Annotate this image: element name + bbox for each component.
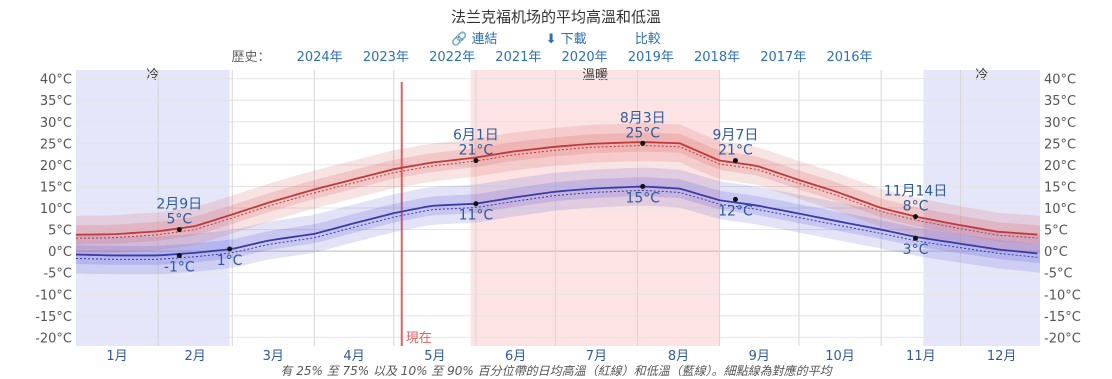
- annotation-value-label: 12°C: [718, 203, 753, 219]
- y-tick-label-right: -15°C: [1044, 310, 1081, 325]
- annotation-value-label: 25°C: [625, 125, 660, 141]
- y-tick-label-right: -10°C: [1044, 288, 1081, 303]
- annotation-value-label: 5°C: [166, 212, 192, 228]
- annotation-point: [227, 246, 233, 252]
- annotation-date-label: 2月9日: [156, 197, 202, 213]
- low-temperature-line: [75, 185, 1038, 257]
- chart-caption: 有 25% 至 75% 以及 10% 至 90% 百分位帶的日均高溫（紅線）和低…: [280, 364, 832, 378]
- annotation-value-label: 3°C: [903, 242, 929, 258]
- y-tick-label-left: 10°C: [40, 202, 72, 217]
- annotation-value-label: 8°C: [903, 199, 929, 215]
- y-tick-label-right: 0°C: [1044, 245, 1068, 260]
- y-tick-label-left: 5°C: [48, 224, 72, 239]
- history-year[interactable]: 2022年: [429, 50, 476, 65]
- history-year[interactable]: 2018年: [694, 50, 741, 65]
- annotation-point: [176, 227, 182, 233]
- y-tick-label-right: 25°C: [1044, 137, 1076, 152]
- history-year[interactable]: 2021年: [495, 50, 542, 65]
- annotation-value-label: 21°C: [718, 143, 753, 159]
- download-icon: ⬇: [545, 32, 557, 47]
- annotation-value-label: 21°C: [459, 143, 494, 159]
- low-band-25-75: [76, 177, 1040, 265]
- link-button[interactable]: 🔗 連結: [451, 32, 497, 47]
- month-label: 6月: [505, 349, 526, 364]
- annotation-point: [473, 201, 479, 207]
- warm-season-label: 溫暖: [582, 68, 608, 83]
- download-button[interactable]: ⬇ 下載: [546, 32, 587, 47]
- annotation-point: [640, 140, 646, 146]
- compare-label: 比較: [634, 32, 661, 47]
- y-tick-label-left: 15°C: [40, 180, 72, 195]
- annotation-date-label: 11月14日: [884, 184, 948, 200]
- y-tick-label-left: 20°C: [40, 159, 72, 174]
- month-label: 2月: [185, 349, 206, 364]
- month-label: 7月: [586, 349, 607, 364]
- low-average-dotted-line: [75, 189, 1038, 260]
- y-tick-label-left: 0°C: [48, 245, 72, 260]
- y-tick-label-left: -15°C: [35, 310, 72, 325]
- y-tick-label-right: 15°C: [1044, 180, 1076, 195]
- annotation-date-label: 6月1日: [453, 128, 499, 144]
- annotation-value-label: -1°C: [164, 259, 195, 275]
- annotation-value-label: 1°C: [217, 253, 243, 269]
- history-year[interactable]: 2023年: [362, 50, 409, 65]
- link-label: 連結: [471, 32, 498, 47]
- y-tick-label-right: 35°C: [1044, 94, 1076, 109]
- month-label: 12月: [987, 349, 1017, 364]
- month-label: 4月: [343, 349, 364, 364]
- y-tick-label-left: -10°C: [35, 288, 72, 303]
- annotation-point: [732, 196, 738, 202]
- month-label: 9月: [749, 349, 770, 364]
- annotation-date-label: 8月3日: [620, 110, 666, 126]
- y-tick-label-right: 5°C: [1044, 224, 1068, 239]
- now-label: 現在: [406, 331, 432, 346]
- cold-season-label: 冷: [146, 68, 159, 83]
- annotation-value-label: 15°C: [625, 190, 660, 206]
- annotation-point: [473, 158, 479, 164]
- annotation-point: [640, 183, 646, 189]
- y-tick-label-right: 20°C: [1044, 159, 1076, 174]
- link-icon: 🔗: [451, 32, 468, 47]
- month-label: 11月: [906, 349, 936, 364]
- history-year[interactable]: 2017年: [760, 50, 807, 65]
- annotation-point: [732, 158, 738, 164]
- history-year[interactable]: 2016年: [826, 50, 873, 65]
- y-tick-label-right: 10°C: [1044, 202, 1076, 217]
- cold-season-label: 冷: [975, 68, 988, 83]
- history-year[interactable]: 2020年: [561, 50, 608, 65]
- low-band-10-90: [76, 167, 1040, 275]
- y-tick-label-right: 40°C: [1044, 73, 1076, 88]
- annotation-point: [176, 252, 182, 258]
- annotation-point: [913, 235, 919, 241]
- month-label: 1月: [106, 349, 127, 364]
- y-tick-label-left: 25°C: [40, 137, 72, 152]
- month-label: 10月: [825, 349, 855, 364]
- chart-actions: 🔗 連結 ⬇ 下載 比較: [0, 28, 1112, 47]
- month-label: 5月: [424, 349, 445, 364]
- annotation-date-label: 9月7日: [713, 128, 759, 144]
- history-year[interactable]: 2019年: [627, 50, 674, 65]
- history-bar: 歷史： 2024年 2023年 2022年 2021年 2020年 2019年 …: [0, 46, 1112, 65]
- download-label: 下載: [560, 32, 587, 47]
- y-tick-label-right: 30°C: [1044, 116, 1076, 131]
- month-label: 3月: [263, 349, 284, 364]
- y-tick-label-right: -5°C: [1044, 267, 1073, 282]
- annotation-point: [913, 214, 919, 220]
- y-tick-label-left: 40°C: [40, 73, 72, 88]
- annotation-value-label: 11°C: [459, 208, 494, 224]
- y-tick-label-left: 30°C: [40, 116, 72, 131]
- y-tick-label-right: -20°C: [1044, 331, 1081, 346]
- y-tick-label-left: 35°C: [40, 94, 72, 109]
- chart-title: 法兰克福机场的平均高溫和低溫: [450, 8, 661, 26]
- history-label: 歷史：: [231, 50, 271, 65]
- month-label: 8月: [668, 349, 689, 364]
- high-temperature-line: [75, 141, 1038, 236]
- compare-button[interactable]: 比較: [635, 32, 661, 47]
- history-year[interactable]: 2024年: [296, 50, 343, 65]
- y-tick-label-left: -20°C: [35, 331, 72, 346]
- y-tick-label-left: -5°C: [43, 267, 72, 282]
